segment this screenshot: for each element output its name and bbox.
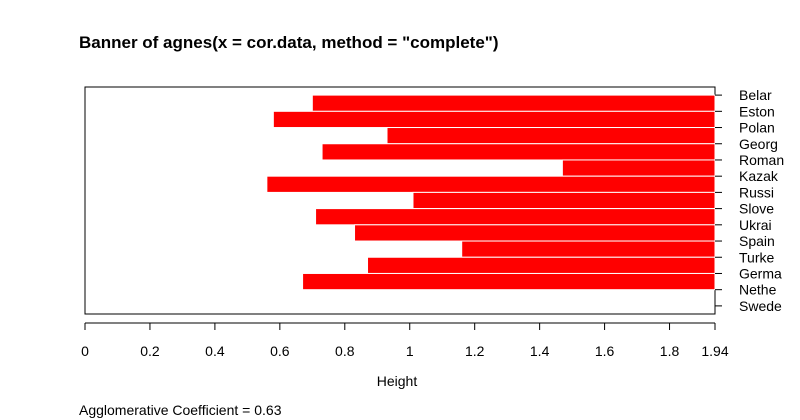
x-axis: 0 0.2 0.4 0.6 0.8 1 1.2 1.4 1.6 1.8 1.94 xyxy=(81,322,729,359)
row-label: Spain xyxy=(739,233,775,249)
row-label: Turke xyxy=(739,249,774,265)
row-label: Ukrai xyxy=(739,217,772,233)
x-tick-label: 1.94 xyxy=(701,343,728,359)
row-label: Roman xyxy=(739,152,784,168)
x-tick-label: 0.4 xyxy=(205,343,225,359)
banner-bar xyxy=(315,208,716,226)
x-tick-label: 0.6 xyxy=(270,343,290,359)
row-label: Kazak xyxy=(739,168,779,184)
x-tick-label: 1.8 xyxy=(660,343,680,359)
x-tick-label: 1.6 xyxy=(595,343,615,359)
row-label: Eston xyxy=(739,103,775,119)
banner-bar xyxy=(302,272,716,291)
banner-bar xyxy=(561,159,716,177)
banner-bar xyxy=(461,240,716,258)
row-label: Swede xyxy=(739,298,782,314)
x-tick-label: 1.4 xyxy=(530,343,550,359)
row-label: Germa xyxy=(739,265,782,281)
banner-bar xyxy=(412,191,716,210)
agglomerative-coefficient: Agglomerative Coefficient = 0.63 xyxy=(79,402,282,418)
banner-bar xyxy=(311,94,716,112)
x-axis-title: Height xyxy=(377,373,418,389)
x-tick-label: 0 xyxy=(81,343,89,359)
row-label: Georg xyxy=(739,136,778,152)
banner-bar xyxy=(272,110,716,129)
banner-bar xyxy=(266,175,716,193)
x-tick-label: 1.2 xyxy=(465,343,485,359)
banner-bar xyxy=(354,224,716,242)
x-tick-label: 1 xyxy=(406,343,414,359)
banner-bar xyxy=(386,127,716,145)
y-axis-labels: BelarEstonPolanGeorgRomanKazakRussiSlove… xyxy=(715,87,784,314)
x-tick-label: 0.8 xyxy=(335,343,355,359)
x-tick-label: 0.2 xyxy=(140,343,160,359)
banner-bar xyxy=(367,256,716,274)
banner-bars xyxy=(266,94,716,291)
banner-bar xyxy=(321,143,716,161)
row-label: Russi xyxy=(739,184,774,200)
row-label: Belar xyxy=(739,87,772,103)
row-label: Polan xyxy=(739,120,775,136)
row-label: Nethe xyxy=(739,282,777,298)
row-label: Slove xyxy=(739,201,774,217)
chart-title: Banner of agnes(x = cor.data, method = "… xyxy=(79,33,499,52)
